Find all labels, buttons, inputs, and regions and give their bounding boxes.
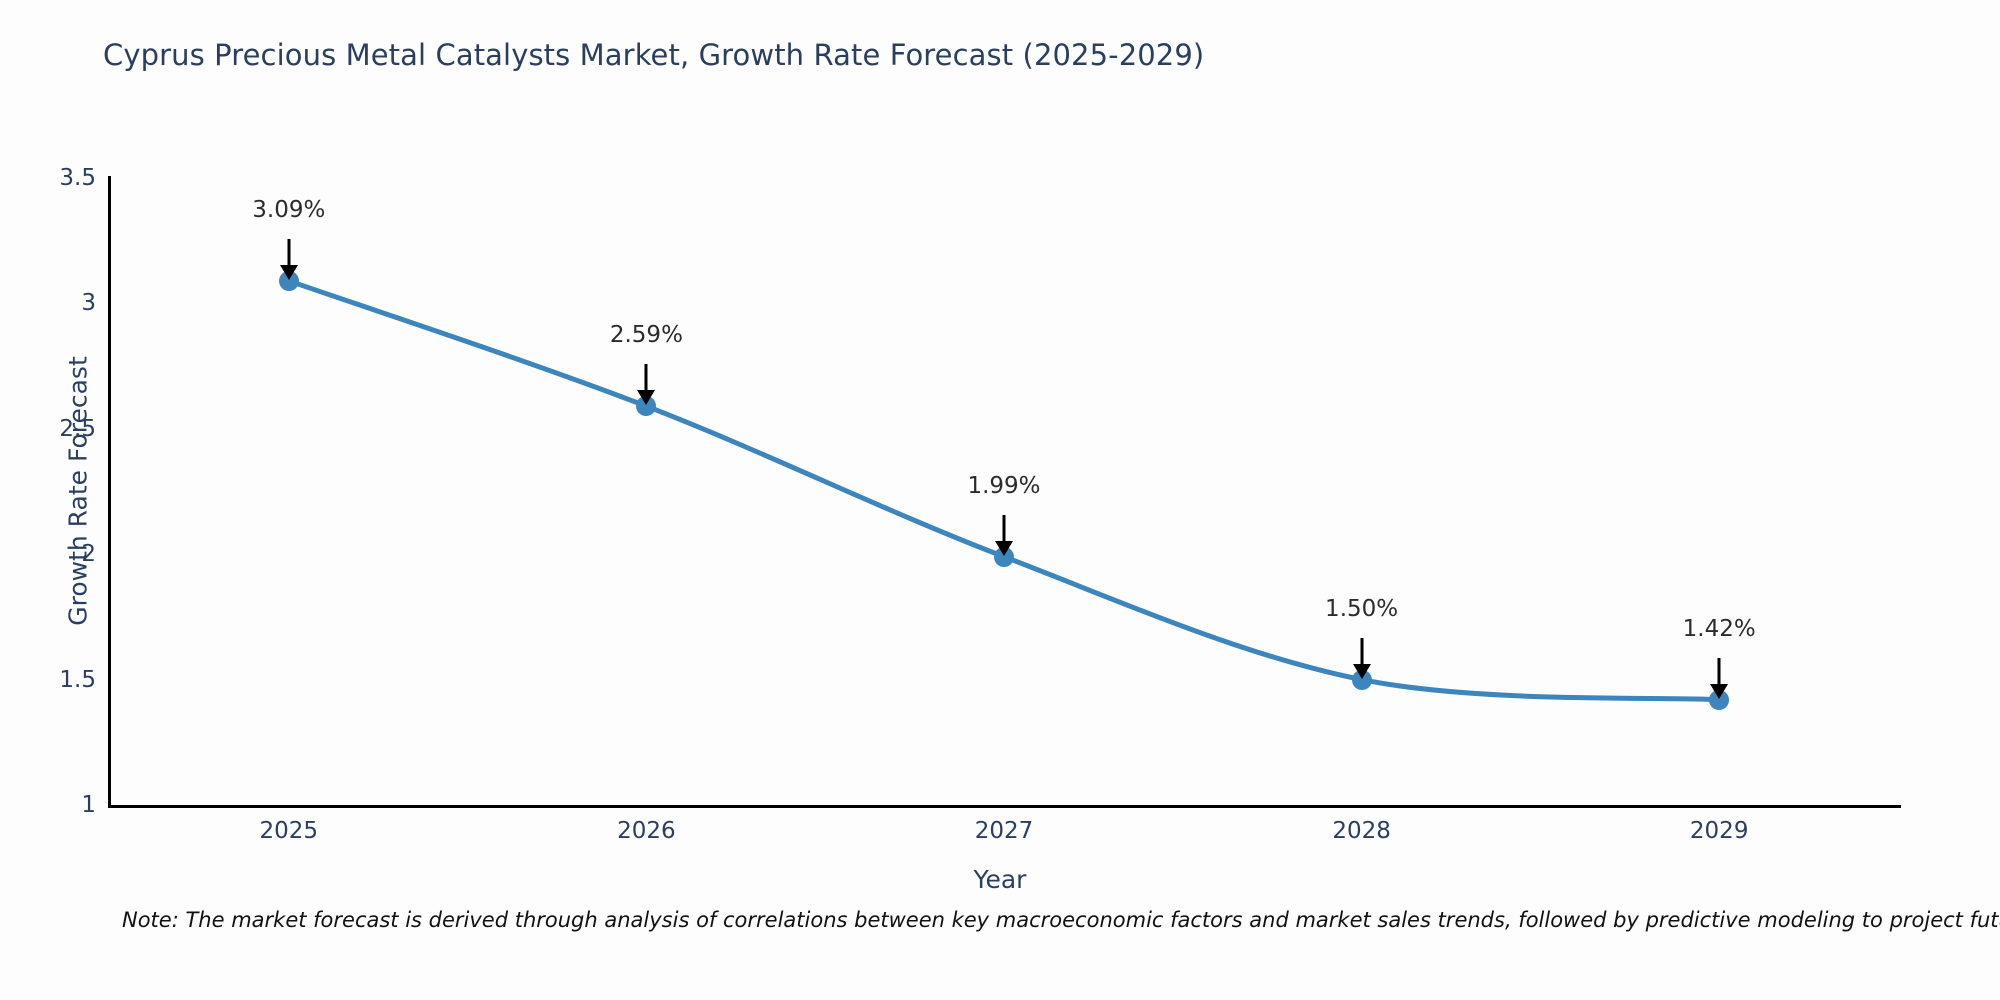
data-point-label: 3.09% [252,196,326,223]
footnote-note: Note: The market forecast is derived thr… [122,908,2000,932]
annotation-arrow-head [995,540,1013,556]
y-tick-label: 1.5 [59,666,96,693]
x-tick-label: 2028 [1332,818,1391,844]
x-axis-spine [108,805,1901,808]
annotation-arrow-shaft [287,238,291,270]
annotation-arrow-shaft [1360,637,1364,669]
annotation-arrow-head [637,390,656,406]
x-tick-label: 2029 [1689,818,1749,844]
y-tick-label: 1 [81,792,96,818]
annotation-arrow-shaft [644,364,648,396]
data-point-label: 1.42% [1682,615,1756,642]
annotation-arrow-head [279,264,298,280]
y-tick-label: 2.5 [59,415,96,442]
annotation-arrow-head [1352,663,1371,679]
data-point-label: 1.99% [967,472,1041,499]
x-tick-label: 2026 [617,818,676,844]
y-tick-label: 3.5 [59,165,96,191]
data-point-label: 2.59% [609,322,683,349]
y-tick-label: 3 [81,290,96,317]
x-tick-label: 2025 [259,818,319,844]
x-axis-title: Year [973,865,1027,894]
annotation-arrow-head [1710,683,1729,699]
y-axis-spine [108,176,111,808]
y-tick-label: 2 [81,541,96,568]
data-point-label: 1.50% [1325,595,1399,622]
chart-title: Cyprus Precious Metal Catalysts Market, … [103,38,1205,72]
x-tick-label: 2027 [974,818,1034,844]
annotation-arrow-shaft [1002,514,1006,546]
annotation-arrow-shaft [1717,657,1721,689]
y-axis-tick-labels: 3.5 3 2.5 2 1.5 1 [0,0,96,1000]
